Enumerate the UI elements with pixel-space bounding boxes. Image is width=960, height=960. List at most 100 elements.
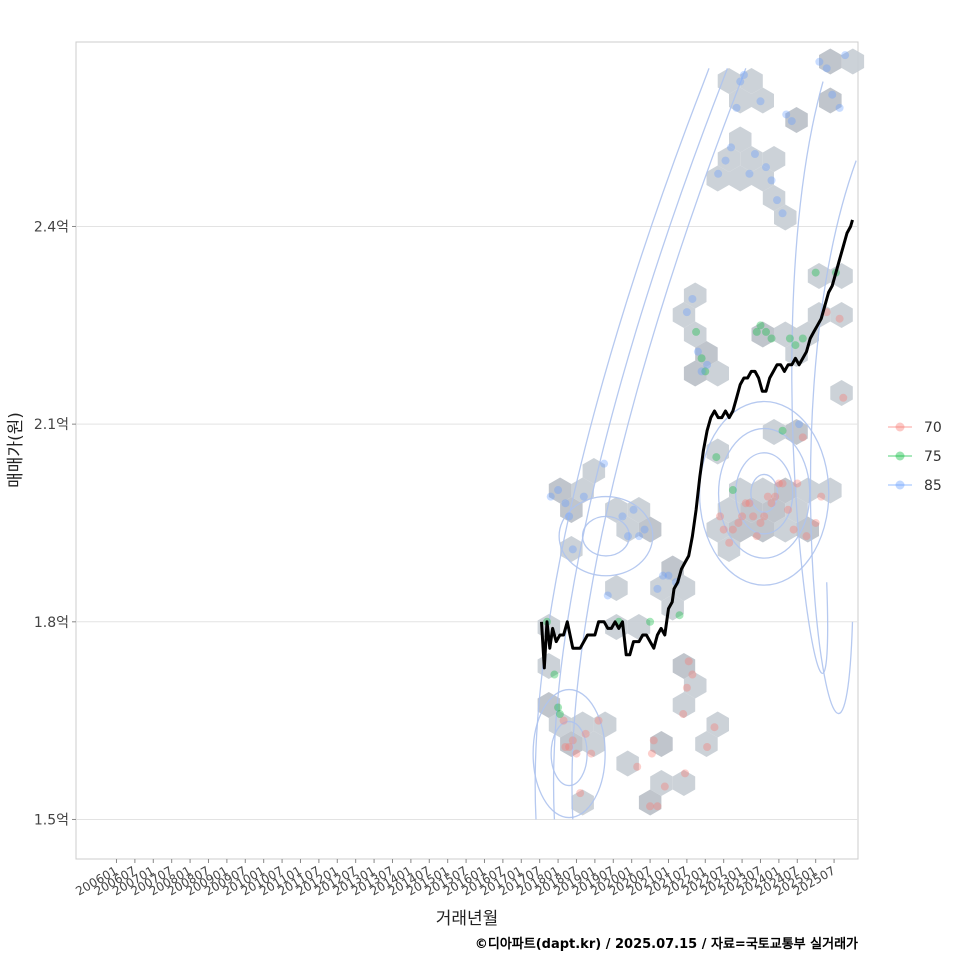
data-point-70	[728, 525, 737, 534]
data-point-70	[587, 749, 596, 758]
trend-line	[540, 219, 854, 670]
legend-key-dot	[895, 451, 905, 461]
data-point-70	[835, 314, 844, 323]
data-point-75	[712, 453, 721, 462]
legend-label: 85	[924, 478, 942, 494]
data-point-70	[752, 532, 761, 541]
trend-line-layer	[540, 219, 854, 670]
data-point-70	[793, 479, 802, 488]
hexbin-cell	[819, 87, 842, 114]
data-point-70	[576, 789, 585, 798]
hexbin-cell	[650, 575, 673, 601]
data-point-75	[762, 327, 770, 336]
hexbin-cell	[672, 770, 696, 796]
data-point-85	[828, 90, 837, 99]
data-point-85	[767, 176, 776, 185]
hexbin-cell	[762, 497, 786, 523]
data-point-75	[550, 670, 559, 679]
y-tick-label: 2.4억	[34, 219, 69, 235]
hexbin-cell	[638, 516, 662, 543]
data-point-70	[798, 433, 807, 442]
hexbin-cell	[729, 126, 752, 153]
data-point-75	[646, 617, 655, 626]
hexbin-cell	[785, 419, 808, 445]
y-tick-label: 2.1억	[34, 417, 69, 433]
hexbin-cell	[717, 497, 741, 523]
hexbin-cell	[706, 438, 729, 465]
hexbin-cell	[548, 711, 572, 738]
hexbin-cell	[762, 146, 786, 172]
data-point-70	[660, 782, 669, 791]
legend-label: 70	[924, 420, 942, 436]
hexbin-cell	[605, 575, 628, 601]
data-point-70	[719, 525, 728, 534]
density-contour	[532, 688, 606, 819]
data-point-75	[697, 354, 706, 363]
data-point-70	[561, 742, 570, 751]
data-point-75	[692, 327, 701, 336]
density-contour-layer	[532, 68, 857, 820]
hexbin-cell	[706, 360, 729, 387]
data-point-75	[756, 321, 765, 330]
hexbin-cell	[706, 711, 729, 738]
data-point-70	[839, 393, 848, 402]
data-point-70	[789, 525, 798, 534]
hexbin-cell	[751, 165, 774, 192]
data-point-85	[635, 532, 644, 541]
data-point-85	[773, 196, 782, 205]
hexbin-cell	[796, 321, 819, 348]
data-point-70	[760, 512, 769, 521]
hexbin-cell	[751, 87, 774, 114]
data-point-70	[646, 802, 655, 811]
hexbin-cell	[819, 48, 842, 75]
data-point-85	[739, 70, 748, 79]
y-axis-title: 매매가(원)	[6, 412, 26, 488]
hexbin-cell	[695, 731, 718, 757]
density-contour	[558, 495, 654, 577]
data-point-85	[640, 525, 649, 534]
data-point-85	[782, 110, 791, 119]
hexbin-cell	[571, 477, 594, 504]
legend-label: 75	[924, 449, 942, 465]
hexbin-cell	[762, 185, 786, 211]
data-point-70	[710, 723, 719, 732]
hexbin-cell	[774, 477, 797, 504]
hexbin-cell	[729, 516, 752, 543]
hexbin-cell	[571, 711, 594, 738]
data-point-70	[559, 716, 568, 725]
data-point-70	[703, 742, 712, 751]
density-contour	[735, 452, 794, 535]
data-point-85	[787, 117, 796, 126]
density-contour	[791, 81, 829, 674]
data-point-85	[600, 459, 609, 468]
hexbin-cell	[751, 321, 774, 348]
hexbin-cell	[740, 146, 763, 172]
data-point-85	[778, 209, 787, 218]
data-point-70	[734, 518, 743, 527]
hexbin-cell	[830, 380, 853, 406]
hexbin-cell	[672, 653, 696, 679]
y-tick-label: 1.5억	[34, 812, 69, 828]
data-point-75	[675, 611, 684, 620]
data-point-85	[546, 492, 555, 501]
data-point-85	[618, 512, 627, 521]
x-axis-title: 거래년월	[436, 909, 499, 929]
data-point-70	[653, 802, 662, 811]
data-point-85	[714, 169, 723, 178]
data-point-70	[745, 499, 754, 508]
hexbin-cell	[729, 165, 752, 192]
data-point-75	[811, 268, 820, 277]
hexbin-cell	[695, 341, 718, 367]
data-point-70	[649, 736, 658, 745]
density-contour	[571, 68, 747, 820]
data-point-85	[756, 97, 765, 106]
data-point-70	[767, 499, 776, 508]
hexbin-cell	[616, 750, 639, 777]
hexbin-cell	[582, 731, 606, 757]
data-point-70	[594, 716, 603, 725]
hexbin-cell	[740, 497, 763, 523]
data-point-75	[701, 367, 710, 376]
data-point-85	[762, 163, 770, 172]
data-point-70	[749, 512, 758, 521]
data-point-85	[795, 420, 804, 429]
